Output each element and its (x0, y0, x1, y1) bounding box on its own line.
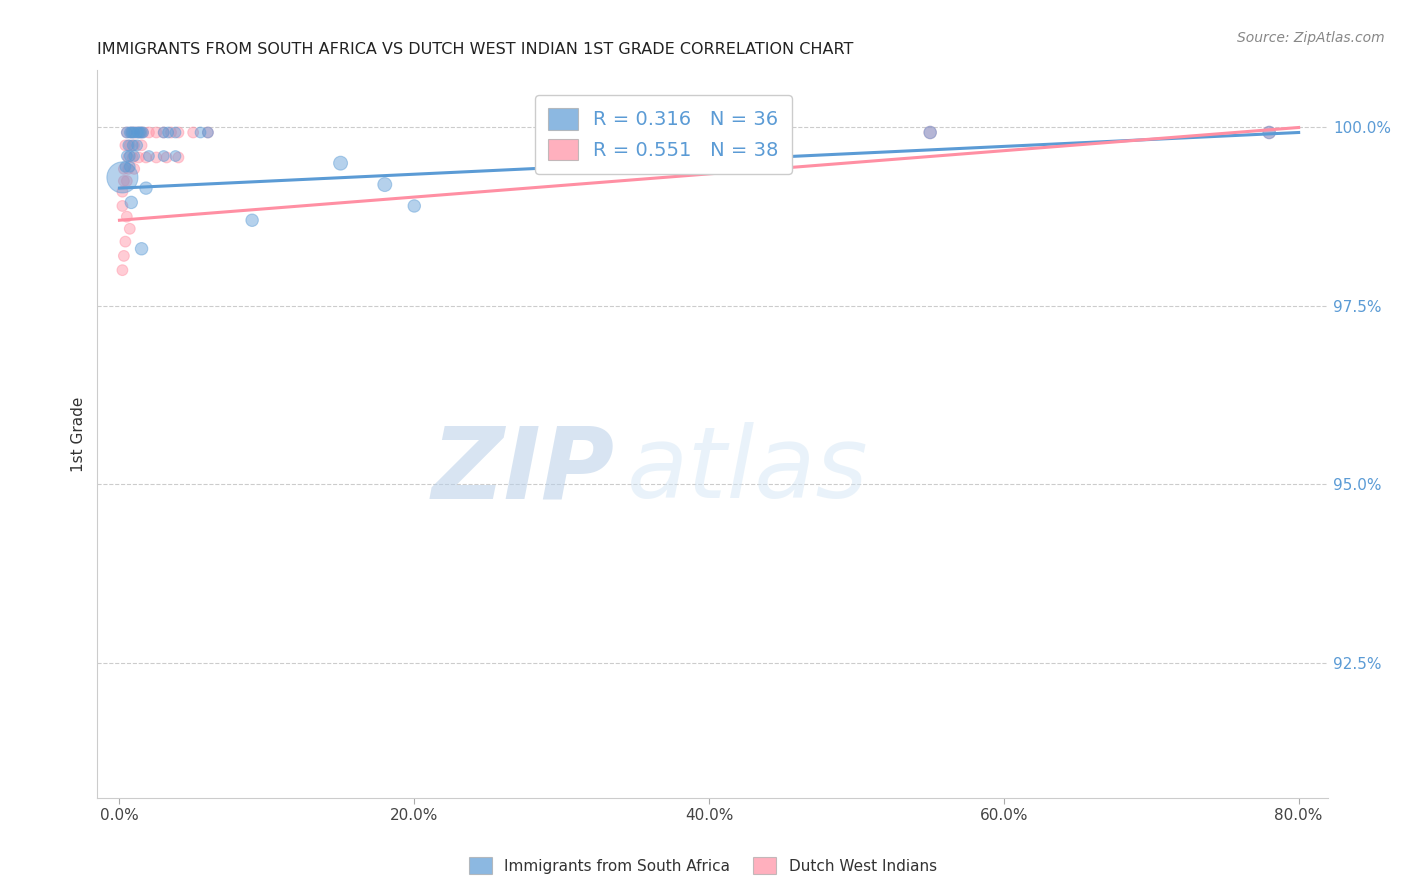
Point (131, 126, 153, 140)
Point (118, 126, 141, 140)
Point (138, 126, 160, 140)
Point (111, 199, 134, 213)
Point (127, 126, 149, 140)
Point (138, 149, 160, 163)
Point (131, 242, 153, 256)
Point (131, 138, 153, 153)
Point (145, 126, 167, 140)
Point (128, 126, 150, 140)
Point (121, 138, 143, 153)
Point (152, 149, 174, 163)
Point (152, 126, 174, 140)
Point (115, 126, 138, 140)
Point (122, 138, 145, 153)
Point (112, 249, 135, 263)
Point (135, 151, 157, 165)
Point (122, 161, 145, 176)
Point (374, 178, 396, 192)
Point (165, 126, 187, 140)
Point (115, 126, 138, 140)
Point (111, 263, 134, 277)
Point (145, 151, 167, 165)
Point (157, 126, 180, 140)
Point (122, 126, 145, 140)
Text: atlas: atlas (627, 422, 869, 519)
Point (120, 126, 142, 140)
Point (122, 126, 145, 140)
Point (115, 149, 138, 163)
Point (111, 185, 134, 199)
Point (197, 126, 219, 140)
Point (920, 126, 942, 140)
Point (111, 170, 134, 185)
Point (114, 235, 136, 249)
Point (181, 126, 204, 140)
Point (115, 210, 138, 224)
Point (117, 151, 139, 165)
Text: Source: ZipAtlas.com: Source: ZipAtlas.com (1237, 31, 1385, 45)
Point (135, 181, 157, 195)
Point (128, 151, 150, 165)
Point (156, 151, 179, 165)
Point (117, 161, 139, 176)
Point (112, 174, 135, 188)
Point (121, 151, 143, 165)
Point (152, 126, 174, 140)
Point (112, 161, 135, 176)
Point (1258, 126, 1281, 140)
Point (118, 160, 141, 174)
Point (190, 126, 212, 140)
Point (132, 126, 155, 140)
Point (127, 126, 149, 140)
Point (167, 151, 190, 165)
Point (121, 126, 143, 140)
Point (118, 149, 141, 163)
Point (404, 199, 426, 213)
Point (129, 126, 152, 140)
Point (118, 138, 141, 153)
Point (122, 149, 145, 163)
Point (127, 138, 149, 153)
Point (114, 138, 136, 153)
Text: IMMIGRANTS FROM SOUTH AFRICA VS DUTCH WEST INDIAN 1ST GRADE CORRELATION CHART: IMMIGRANTS FROM SOUTH AFRICA VS DUTCH WE… (97, 42, 853, 57)
Point (118, 221, 141, 235)
Y-axis label: 1st Grade: 1st Grade (72, 397, 86, 472)
Point (117, 138, 139, 153)
Point (920, 126, 942, 140)
Point (132, 126, 155, 140)
Point (120, 195, 142, 210)
Point (240, 213, 263, 227)
Legend: R = 0.316   N = 36, R = 0.551   N = 38: R = 0.316 N = 36, R = 0.551 N = 38 (534, 95, 792, 174)
Point (329, 156, 352, 170)
Point (167, 126, 190, 140)
Point (120, 126, 142, 140)
Point (165, 149, 187, 163)
Text: ZIP: ZIP (432, 422, 614, 519)
Legend: Immigrants from South Africa, Dutch West Indians: Immigrants from South Africa, Dutch West… (463, 851, 943, 880)
Point (1258, 126, 1281, 140)
Point (115, 174, 138, 188)
Point (114, 160, 136, 174)
Point (160, 126, 183, 140)
Point (129, 126, 152, 140)
Point (197, 126, 219, 140)
